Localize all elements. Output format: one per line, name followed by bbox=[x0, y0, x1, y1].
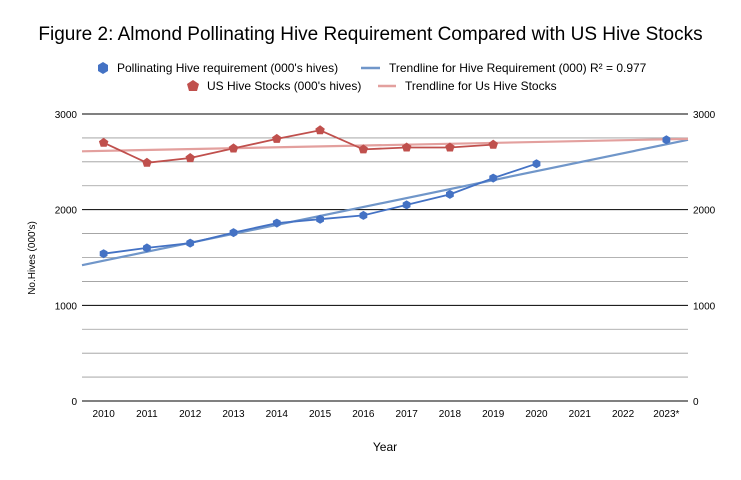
data-point-hive-stocks bbox=[401, 142, 412, 152]
series-line-hive-stocks bbox=[103, 129, 494, 164]
legend-entry-hive-requirement: Pollinating Hive requirement (000's hive… bbox=[98, 61, 338, 75]
legend-marker-hive-stocks bbox=[187, 80, 199, 91]
x-tick-label: 2010 bbox=[93, 409, 116, 420]
data-point-hive-requirement bbox=[402, 200, 411, 210]
series bbox=[98, 125, 671, 259]
data-point-hive-stocks bbox=[228, 143, 239, 153]
data-point-hive-requirement bbox=[359, 210, 368, 220]
x-tick-label: 2023* bbox=[653, 409, 679, 420]
y-tick-label-left: 3000 bbox=[55, 110, 78, 121]
x-axis-ticks: 2010 2011 2012 2013 2014 2015 2016 2017 2018 2019… bbox=[93, 409, 680, 420]
data-point-hive-stocks bbox=[272, 133, 282, 143]
x-tick-label: 2018 bbox=[439, 409, 462, 420]
legend: Pollinating Hive requirement (000's hive… bbox=[98, 61, 647, 93]
y-tick-label-left: 1000 bbox=[55, 301, 78, 312]
data-point-hive-requirement bbox=[662, 135, 671, 145]
data-point-hive-stocks bbox=[445, 142, 455, 152]
legend-entry-hive-stocks: US Hive Stocks (000's hives) bbox=[187, 79, 361, 93]
data-point-hive-stocks bbox=[488, 139, 498, 149]
data-point-hive-requirement bbox=[272, 218, 281, 228]
legend-entry-trendline-stocks: Trendline for Us Hive Stocks bbox=[378, 79, 557, 93]
y-tick-label-right: 0 bbox=[693, 397, 699, 408]
trendlines bbox=[81, 137, 689, 267]
x-tick-label: 2012 bbox=[179, 409, 202, 420]
x-tick-label: 2021 bbox=[569, 409, 592, 420]
x-axis-label: Year bbox=[373, 440, 397, 454]
y-axis-right-ticks: 0 1000 2000 3000 bbox=[693, 110, 716, 408]
y-axis-left-ticks: 0 1000 2000 3000 bbox=[55, 110, 78, 408]
y-tick-label-right: 2000 bbox=[693, 206, 716, 217]
data-point-hive-requirement bbox=[446, 189, 454, 199]
trendline-hive-stocks bbox=[81, 137, 689, 153]
data-point-hive-requirement bbox=[186, 238, 195, 248]
y-tick-label-left: 2000 bbox=[55, 206, 78, 217]
x-tick-label: 2016 bbox=[352, 409, 375, 420]
data-point-hive-stocks bbox=[98, 137, 109, 147]
data-point-hive-requirement bbox=[532, 159, 541, 169]
legend-marker-hive-requirement bbox=[98, 62, 108, 74]
y-tick-label-right: 3000 bbox=[693, 110, 716, 121]
chart-title: Figure 2: Almond Pollinating Hive Requir… bbox=[38, 24, 703, 45]
legend-entry-trendline-requirement: Trendline for Hive Requirement (000) R² … bbox=[361, 61, 647, 75]
x-tick-label: 2015 bbox=[309, 409, 332, 420]
x-tick-label: 2011 bbox=[136, 409, 158, 420]
data-point-hive-stocks bbox=[185, 153, 195, 163]
legend-label-hive-requirement: Pollinating Hive requirement (000's hive… bbox=[117, 61, 338, 75]
trendline-hive-requirement bbox=[81, 138, 689, 267]
data-point-hive-requirement bbox=[99, 249, 108, 259]
y-tick-label-right: 1000 bbox=[693, 301, 716, 312]
x-tick-label: 2013 bbox=[222, 409, 245, 420]
y-axis-label: No.Hives (000's) bbox=[27, 221, 38, 295]
x-tick-label: 2022 bbox=[612, 409, 635, 420]
y-tick-label-left: 0 bbox=[71, 397, 77, 408]
data-point-hive-requirement bbox=[489, 173, 498, 183]
legend-label-trendline-requirement: Trendline for Hive Requirement (000) R² … bbox=[389, 61, 647, 75]
x-tick-label: 2014 bbox=[266, 409, 289, 420]
legend-label-hive-stocks: US Hive Stocks (000's hives) bbox=[207, 79, 361, 93]
data-point-hive-stocks bbox=[315, 125, 325, 135]
x-tick-label: 2017 bbox=[396, 409, 419, 420]
x-tick-label: 2019 bbox=[482, 409, 505, 420]
data-point-hive-requirement bbox=[316, 214, 324, 224]
legend-label-trendline-stocks: Trendline for Us Hive Stocks bbox=[405, 79, 557, 93]
data-point-hive-requirement bbox=[229, 228, 238, 238]
gridlines bbox=[82, 113, 688, 402]
data-point-hive-requirement bbox=[143, 243, 151, 253]
x-tick-label: 2020 bbox=[525, 409, 548, 420]
data-point-hive-stocks bbox=[142, 157, 152, 167]
data-point-hive-stocks bbox=[358, 144, 369, 154]
